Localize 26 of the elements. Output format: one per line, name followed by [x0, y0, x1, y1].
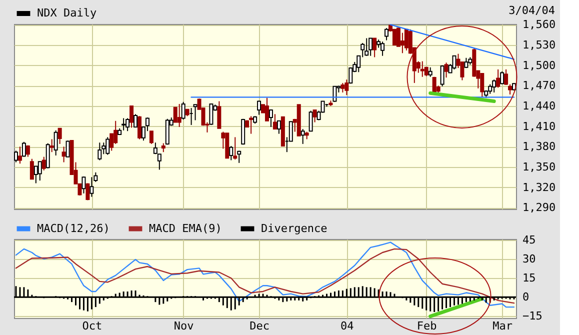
y-tick-label: 1,560 — [522, 18, 556, 32]
x-tick-label: Nov — [174, 320, 194, 332]
legend-label: MACD EMA(9) — [149, 222, 222, 235]
text: 3/04/04 — [508, 4, 556, 17]
y-tick-label: 1,320 — [522, 180, 556, 194]
y-tick-label: 45 — [522, 233, 536, 246]
x-tick-label: Dec — [250, 320, 270, 332]
legend-label: NDX Daily — [37, 6, 97, 20]
x-tick-label: Oct — [82, 320, 102, 332]
y-tick-label: 0 — [522, 290, 530, 304]
y-tick-label: 1,410 — [522, 120, 556, 133]
y-tick-label: 1,350 — [522, 160, 556, 174]
x-tick-label: 04 — [340, 320, 354, 332]
legend-label: Divergence — [261, 222, 328, 235]
y-tick-label: 1,530 — [522, 38, 556, 52]
y-tick-label: 1,470 — [522, 79, 556, 92]
y-tick-label: 1,290 — [522, 201, 556, 214]
x-tick-label: Feb — [416, 320, 437, 332]
y-tick-label: 1,500 — [522, 58, 556, 72]
x-tick-label: Mar — [492, 320, 513, 332]
y-tick-label: 1,380 — [522, 140, 556, 154]
y-tick-label: 15 — [522, 271, 536, 284]
y-tick-label: 1,440 — [522, 99, 556, 112]
y-tick-label: 30 — [522, 252, 536, 266]
legend-label: MACD(12,26) — [37, 222, 110, 235]
y-tick-label: −15 — [522, 310, 542, 323]
